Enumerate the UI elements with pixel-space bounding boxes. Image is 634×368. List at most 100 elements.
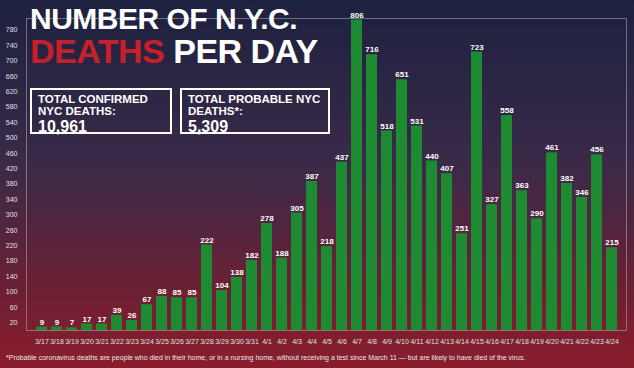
svg-text:4/18: 4/18 (515, 338, 529, 345)
svg-text:4/2: 4/2 (277, 338, 287, 345)
svg-text:85: 85 (173, 288, 182, 297)
svg-text:4/7: 4/7 (352, 338, 362, 345)
svg-text:723: 723 (470, 43, 484, 52)
svg-text:4/10: 4/10 (395, 338, 409, 345)
svg-text:420: 420 (6, 165, 18, 172)
svg-text:740: 740 (6, 42, 18, 49)
svg-text:4/19: 4/19 (530, 338, 544, 345)
svg-text:518: 518 (380, 122, 394, 131)
svg-text:3/18: 3/18 (50, 338, 64, 345)
svg-text:4/1: 4/1 (262, 338, 272, 345)
svg-text:3/31: 3/31 (245, 338, 259, 345)
svg-text:67: 67 (143, 295, 152, 304)
svg-text:9: 9 (40, 318, 45, 327)
svg-text:9: 9 (55, 318, 60, 327)
svg-text:4/21: 4/21 (560, 338, 574, 345)
svg-text:60: 60 (10, 304, 18, 311)
svg-text:3/22: 3/22 (110, 338, 124, 345)
svg-text:140: 140 (6, 273, 18, 280)
svg-text:4/12: 4/12 (425, 338, 439, 345)
svg-text:340: 340 (6, 196, 18, 203)
svg-text:188: 188 (275, 249, 289, 258)
svg-text:4/11: 4/11 (410, 338, 423, 345)
svg-text:3/23: 3/23 (125, 338, 139, 345)
svg-text:3/29: 3/29 (215, 338, 229, 345)
svg-text:4/17: 4/17 (500, 338, 514, 345)
svg-text:100: 100 (6, 288, 18, 295)
svg-text:3/27: 3/27 (185, 338, 199, 345)
svg-text:3/30: 3/30 (230, 338, 244, 345)
svg-text:382: 382 (560, 174, 574, 183)
svg-text:222: 222 (200, 236, 214, 245)
svg-text:17: 17 (98, 315, 107, 324)
svg-text:4/6: 4/6 (337, 338, 347, 345)
svg-text:651: 651 (395, 70, 409, 79)
svg-text:346: 346 (575, 188, 589, 197)
svg-text:531: 531 (410, 117, 424, 126)
svg-text:4/20: 4/20 (545, 338, 559, 345)
svg-text:26: 26 (128, 311, 137, 320)
svg-text:278: 278 (260, 214, 274, 223)
svg-text:4/3: 4/3 (292, 338, 302, 345)
svg-text:558: 558 (500, 106, 514, 115)
svg-text:460: 460 (6, 150, 18, 157)
svg-text:260: 260 (6, 227, 18, 234)
svg-text:363: 363 (515, 181, 529, 190)
svg-text:4/24: 4/24 (605, 338, 619, 345)
svg-text:305: 305 (290, 204, 304, 213)
svg-text:780: 780 (6, 26, 18, 33)
svg-text:300: 300 (6, 211, 18, 218)
svg-text:387: 387 (305, 172, 319, 181)
svg-text:437: 437 (335, 153, 349, 162)
svg-text:4/4: 4/4 (307, 338, 317, 345)
svg-text:4/13: 4/13 (440, 338, 454, 345)
svg-text:3/17: 3/17 (35, 338, 49, 345)
svg-text:182: 182 (245, 251, 259, 260)
svg-text:4/8: 4/8 (367, 338, 377, 345)
svg-text:3/21: 3/21 (95, 338, 109, 345)
svg-text:4/23: 4/23 (590, 338, 604, 345)
svg-text:700: 700 (6, 57, 18, 64)
svg-text:7: 7 (70, 318, 75, 327)
svg-text:500: 500 (6, 134, 18, 141)
svg-text:4/16: 4/16 (485, 338, 499, 345)
svg-text:290: 290 (530, 209, 544, 218)
svg-text:461: 461 (545, 143, 559, 152)
svg-text:251: 251 (455, 224, 469, 233)
svg-text:4/22: 4/22 (575, 338, 589, 345)
svg-text:88: 88 (158, 287, 167, 296)
svg-text:3/24: 3/24 (140, 338, 154, 345)
svg-text:407: 407 (440, 164, 454, 173)
svg-text:620: 620 (6, 88, 18, 95)
svg-text:39: 39 (113, 306, 122, 315)
svg-text:327: 327 (485, 195, 499, 204)
svg-text:180: 180 (6, 257, 18, 264)
svg-text:440: 440 (425, 152, 439, 161)
svg-text:138: 138 (230, 268, 244, 277)
svg-text:4/9: 4/9 (382, 338, 392, 345)
svg-text:380: 380 (6, 180, 18, 187)
svg-text:3/26: 3/26 (170, 338, 184, 345)
svg-text:17: 17 (83, 315, 92, 324)
html-text:NUMBER OF N.Y.C.: NUMBER OF N.Y.C. (30, 2, 297, 35)
svg-text:4/15: 4/15 (470, 338, 484, 345)
svg-text:540: 540 (6, 119, 18, 126)
svg-text:4/14: 4/14 (455, 338, 469, 345)
html-text:TOTAL CONFIRMED NYC DEATHS:: TOTAL CONFIRMED NYC DEATHS: (38, 93, 148, 118)
svg-text:3/25: 3/25 (155, 338, 169, 345)
svg-text:580: 580 (6, 103, 18, 110)
svg-text:218: 218 (320, 237, 334, 246)
svg-text:4/5: 4/5 (322, 338, 332, 345)
svg-text:3/28: 3/28 (200, 338, 214, 345)
svg-text:220: 220 (6, 242, 18, 249)
svg-text:3/19: 3/19 (65, 338, 79, 345)
svg-text:660: 660 (6, 73, 18, 80)
svg-text:716: 716 (365, 45, 379, 54)
svg-text:456: 456 (590, 145, 604, 154)
svg-text:85: 85 (188, 288, 197, 297)
svg-text:3/20: 3/20 (80, 338, 94, 345)
svg-text:215: 215 (605, 238, 619, 247)
html-text:DEATHS PER DAY: DEATHS PER DAY (30, 32, 318, 70)
svg-text:104: 104 (215, 281, 229, 290)
svg-text:20: 20 (10, 319, 18, 326)
